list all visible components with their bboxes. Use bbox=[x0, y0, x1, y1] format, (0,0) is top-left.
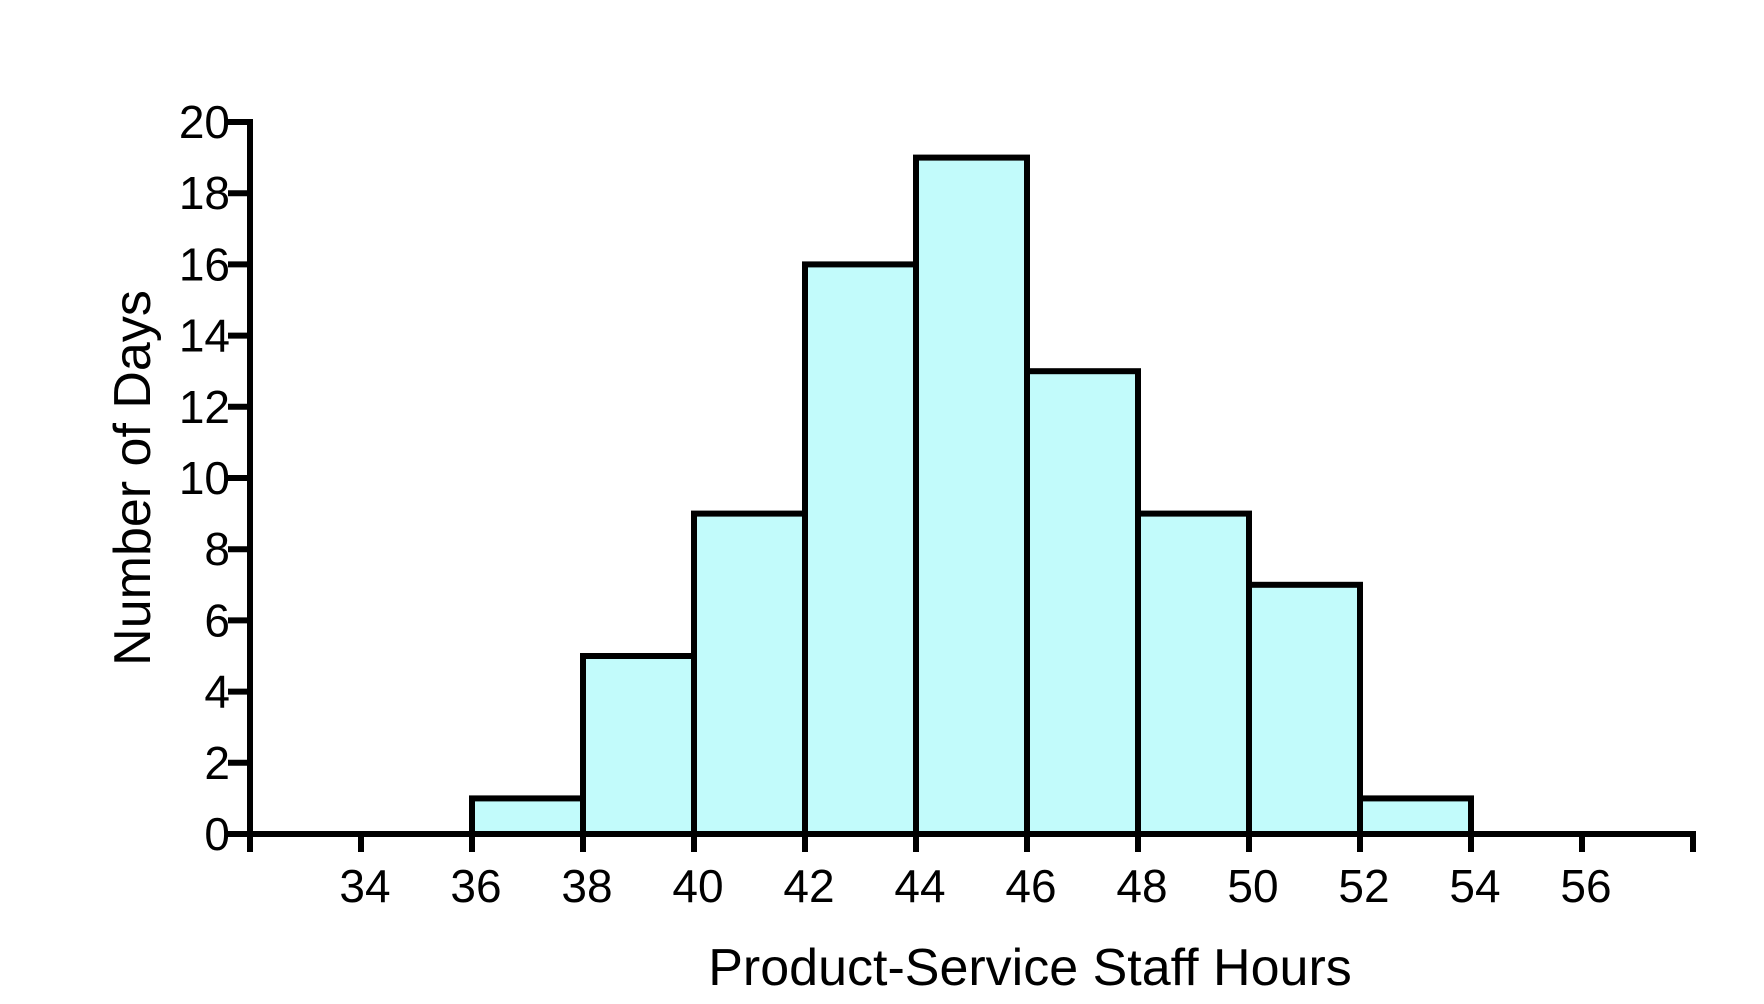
y-tick-label-0: 0 bbox=[204, 808, 230, 860]
y-axis-title: Number of Days bbox=[104, 290, 162, 666]
y-tick-label-14: 14 bbox=[179, 310, 230, 362]
x-tick-label-46: 46 bbox=[1005, 860, 1056, 912]
histogram-bar-44-46 bbox=[913, 154, 1030, 838]
x-axis-title: Product-Service Staff Hours bbox=[708, 939, 1352, 997]
x-tick-label-48: 48 bbox=[1116, 860, 1167, 912]
y-tick-label-6: 6 bbox=[204, 594, 230, 646]
y-tick-label-12: 12 bbox=[179, 381, 230, 433]
histogram-bar-42-44 bbox=[802, 261, 919, 837]
x-axis-ticks: 34 36 38 40 42 44 46 48 50 52 54 56 bbox=[247, 834, 1696, 912]
histogram-bar-46-48 bbox=[1024, 368, 1141, 837]
y-tick-label-8: 8 bbox=[204, 523, 230, 575]
y-tick-label-16: 16 bbox=[179, 238, 230, 290]
x-tick-label-40: 40 bbox=[672, 860, 723, 912]
histogram-bars bbox=[469, 154, 1474, 838]
histogram-bar-36-38 bbox=[469, 795, 586, 838]
histogram-bar-50-52 bbox=[1246, 581, 1363, 837]
y-tick-label-10: 10 bbox=[179, 452, 230, 504]
y-tick-label-20: 20 bbox=[179, 96, 230, 148]
y-tick-label-2: 2 bbox=[204, 737, 230, 789]
y-axis-ticks: 0 2 4 6 8 10 12 14 16 18 20 bbox=[179, 96, 250, 860]
x-tick-label-54: 54 bbox=[1449, 860, 1500, 912]
x-tick-label-44: 44 bbox=[894, 860, 945, 912]
x-tick-label-50: 50 bbox=[1227, 860, 1278, 912]
histogram-bar-38-40 bbox=[580, 653, 697, 837]
x-tick-label-34: 34 bbox=[339, 860, 390, 912]
histogram-bar-52-54 bbox=[1357, 795, 1474, 838]
x-tick-label-36: 36 bbox=[450, 860, 501, 912]
histogram-bar-40-42 bbox=[691, 510, 808, 837]
histogram-bar-48-50 bbox=[1135, 510, 1252, 837]
x-tick-label-56: 56 bbox=[1560, 860, 1611, 912]
y-tick-label-18: 18 bbox=[179, 167, 230, 219]
y-tick-label-4: 4 bbox=[204, 666, 230, 718]
x-tick-label-38: 38 bbox=[561, 860, 612, 912]
x-tick-label-42: 42 bbox=[783, 860, 834, 912]
x-tick-label-52: 52 bbox=[1338, 860, 1389, 912]
